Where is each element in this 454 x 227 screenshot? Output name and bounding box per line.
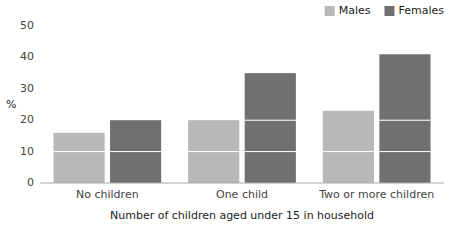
segment-divider [379,151,430,152]
x-axis-line [40,183,444,184]
x-tick-label: One child [216,188,268,201]
bar-segment [379,152,430,183]
y-axis-label: % [6,98,16,111]
legend-swatch [384,6,394,16]
segment-divider [53,151,104,152]
bar-segment [323,152,374,183]
bar-segment [379,54,430,120]
legend: Males Females [325,4,445,17]
bar-segment [323,111,374,152]
bar-segment [188,152,239,183]
bar-segment [53,152,104,183]
segment-divider [188,151,239,152]
bar-segment [110,120,161,151]
bar-segment [53,133,104,152]
x-axis-label: Number of children aged under 15 in hous… [110,209,374,222]
chart: 0 10 20 30 40 50 No children One child Two or mo… [0,0,454,227]
y-tick-label: 30 [20,82,34,95]
bar-segment [245,152,296,183]
y-tick-label: 50 [20,19,34,32]
segment-divider [379,120,430,121]
bar-segment [379,120,430,151]
bars [53,54,430,183]
bar-segment [188,120,239,151]
segment-divider [245,151,296,152]
y-tick-label: 10 [20,145,34,158]
segment-divider [110,151,161,152]
bar-segment [245,73,296,120]
y-tick-label: 0 [27,176,34,189]
bar-segment [245,120,296,151]
y-tick-label: 40 [20,50,34,63]
bar-segment [110,152,161,183]
segment-divider [323,151,374,152]
legend-swatch [325,6,335,16]
y-tick-label: 20 [20,113,34,126]
segment-divider [245,120,296,121]
legend-label: Males [339,4,371,17]
x-tick-label: Two or more children [318,188,434,201]
x-tick-label: No children [76,188,139,201]
legend-label: Females [398,4,444,17]
